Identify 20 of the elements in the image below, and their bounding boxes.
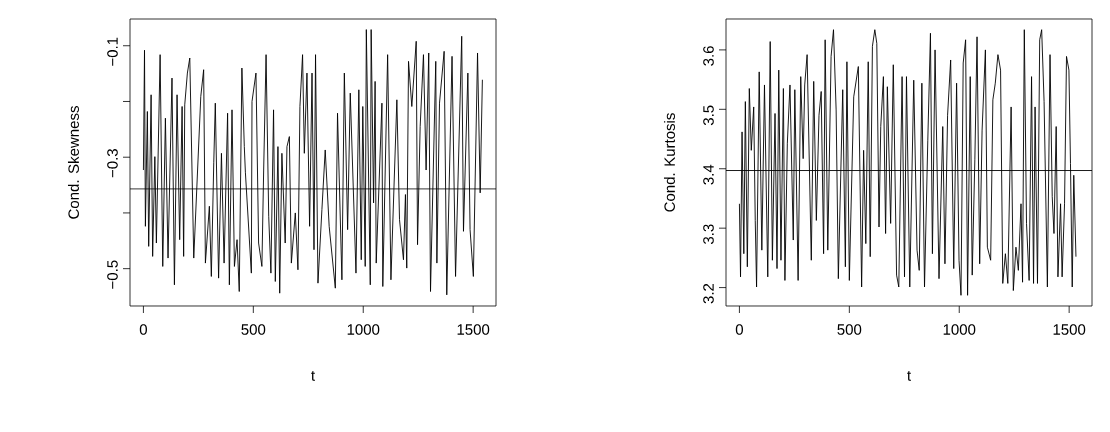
y-tick-label: −0.3 (107, 149, 118, 178)
x-tick-label: 1500 (1053, 324, 1086, 335)
y-tick-label: 3.5 (703, 105, 714, 126)
x-tick-label: 1500 (457, 324, 490, 335)
y-tick-label: −0.1 (107, 37, 118, 66)
x-tick-label: 0 (735, 324, 743, 335)
y-tick-label: −0.5 (107, 260, 118, 289)
y-tick-label: 3.3 (703, 224, 714, 245)
x-tick-label: 500 (837, 324, 862, 335)
x-axis-title: t (907, 371, 911, 381)
y-axis-title: Cond. Skewness (67, 106, 79, 219)
x-tick-label: 0 (139, 324, 147, 335)
x-axis-title: t (311, 371, 315, 381)
y-tick-label: 3.4 (703, 164, 714, 185)
y-tick-label: 3.2 (703, 283, 714, 304)
y-axis-title: Cond. Kurtosis (663, 113, 675, 212)
y-tick-label: 3.6 (703, 46, 714, 66)
x-tick-label: 1000 (943, 324, 976, 335)
x-tick-label: 1000 (347, 324, 380, 335)
x-tick-label: 500 (241, 324, 266, 335)
